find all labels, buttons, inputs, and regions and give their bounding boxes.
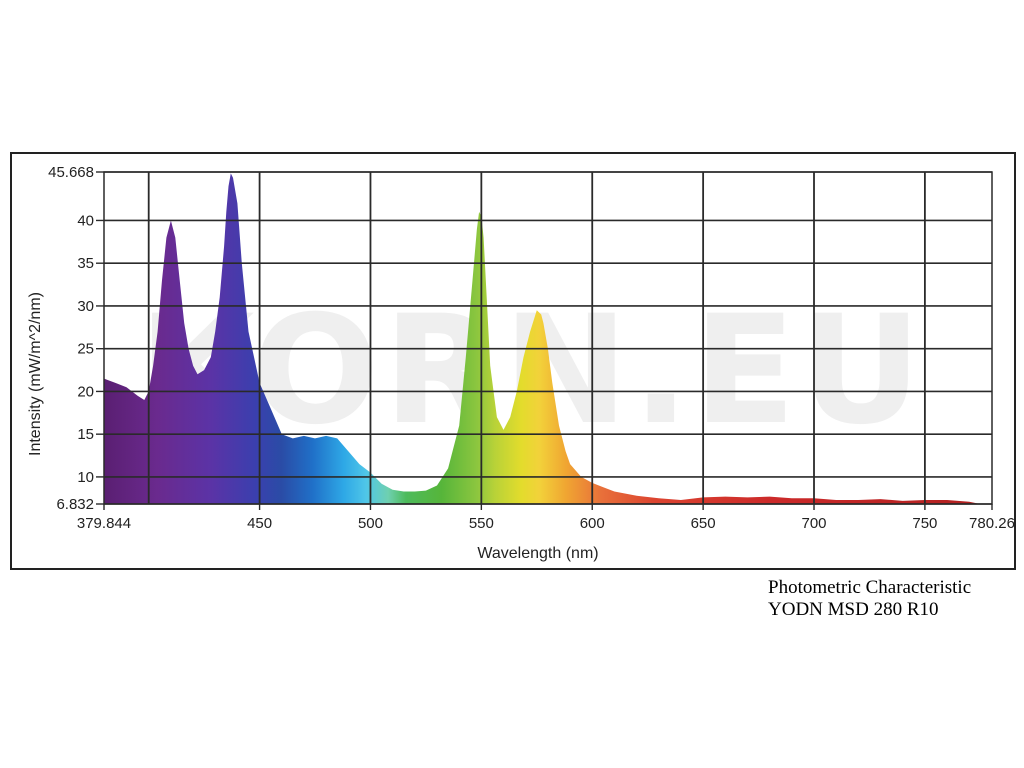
- caption-line-2: YODN MSD 280 R10: [768, 599, 939, 620]
- y-tick-label: 25: [77, 341, 94, 358]
- y-tick-label: 6.832: [56, 496, 94, 513]
- y-tick-label: 40: [77, 212, 94, 229]
- x-tick-label: 550: [469, 515, 494, 532]
- x-tick-label: 750: [912, 515, 937, 532]
- x-tick-label: 780.26: [969, 515, 1014, 532]
- plot-border: [103, 171, 993, 505]
- x-axis-title: Wavelength (nm): [477, 545, 598, 562]
- y-tick-label: 35: [77, 255, 94, 272]
- plot-area: 6.832 10 15 20 25 30 35 40 45.668 379.844 450 500 55…: [48, 164, 1014, 532]
- caption-line-1: Photometric Characteristic: [768, 577, 972, 598]
- chart-frame: KORN.EU 6.8321015202530354045.668379.844…: [10, 152, 1016, 570]
- y-axis-title: Intensity (mW/m^2/nm): [27, 292, 44, 456]
- x-tick-label: 600: [580, 515, 605, 532]
- x-tick-label: 500: [358, 515, 383, 532]
- y-tick-label: 20: [77, 383, 94, 400]
- spectrum-area: [104, 173, 981, 504]
- y-tick-label: 10: [77, 469, 94, 486]
- y-tick-label: 15: [77, 426, 94, 443]
- x-tick-label: 700: [801, 515, 826, 532]
- figure-caption: Photometric Characteristic YODN MSD 280 …: [768, 577, 971, 621]
- spectrum-chart: KORN.EU 6.8321015202530354045.668379.844…: [27, 164, 1014, 562]
- x-tick-label: 650: [691, 515, 716, 532]
- y-tick-label: 45.668: [48, 164, 94, 181]
- y-tick-label: 30: [77, 298, 94, 315]
- x-tick-label: 379.844: [77, 515, 131, 532]
- x-tick-label: 450: [247, 515, 272, 532]
